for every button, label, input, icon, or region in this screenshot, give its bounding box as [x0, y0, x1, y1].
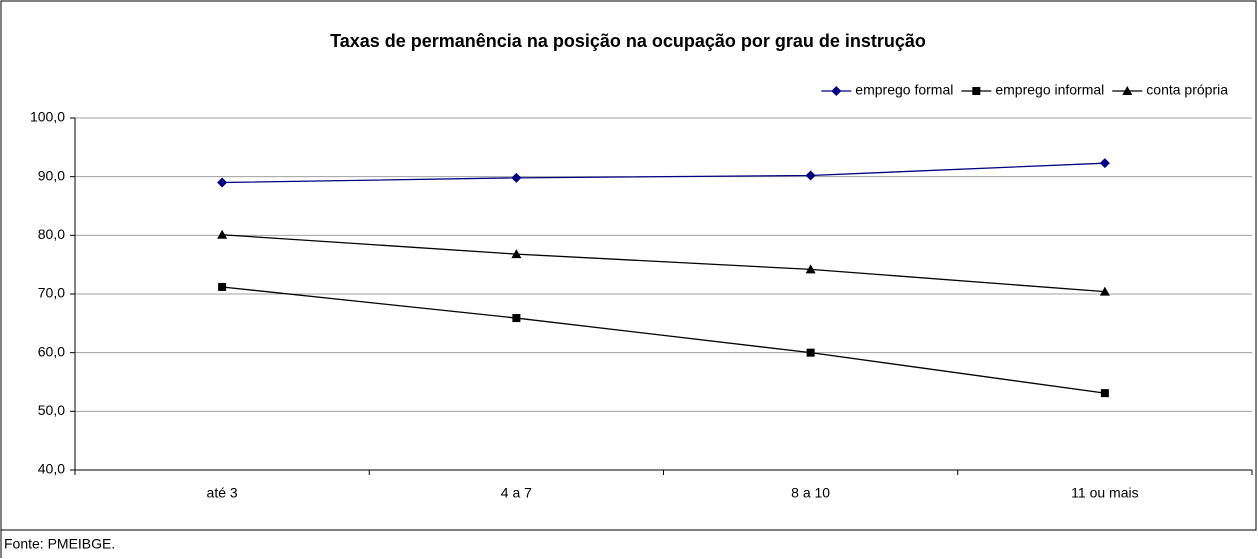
series-line	[222, 162, 1105, 184]
data-point	[511, 172, 522, 183]
y-tick-label: 90,0	[38, 167, 65, 183]
y-tick-label: 50,0	[38, 402, 65, 418]
legend-marker	[1122, 86, 1133, 95]
y-tick-label: 60,0	[38, 343, 65, 359]
series-line	[222, 286, 1105, 394]
legend-marker	[831, 86, 842, 96]
data-point	[511, 249, 522, 259]
legend-label: conta própria	[1146, 82, 1228, 98]
y-tick-label: 100,0	[30, 109, 65, 125]
x-tick-label: 11 ou mais	[1071, 485, 1138, 501]
legend-label: emprego formal	[855, 82, 953, 98]
legend-label: emprego informal	[995, 82, 1104, 98]
data-point	[805, 264, 816, 274]
data-point	[806, 348, 815, 357]
data-point	[217, 177, 228, 188]
data-point	[217, 229, 228, 239]
data-point	[805, 170, 816, 181]
chart-title: Taxas de permanência na posição na ocupa…	[330, 31, 926, 51]
series-line	[222, 234, 1105, 293]
data-point	[1099, 158, 1110, 169]
data-point	[1100, 389, 1109, 398]
source-note: Fonte: PMEIBGE.	[4, 536, 115, 552]
data-point	[1099, 286, 1110, 296]
y-tick-label: 40,0	[38, 461, 65, 477]
data-point	[218, 282, 227, 291]
y-tick-label: 80,0	[38, 226, 65, 242]
x-tick-label: até 3	[207, 485, 238, 501]
chart-border	[0, 0, 1257, 531]
x-tick-label: 8 a 10	[791, 485, 830, 501]
data-point	[512, 314, 521, 323]
y-tick-label: 70,0	[38, 285, 65, 301]
legend-marker	[972, 87, 981, 95]
x-tick-label: 4 a 7	[501, 485, 532, 501]
